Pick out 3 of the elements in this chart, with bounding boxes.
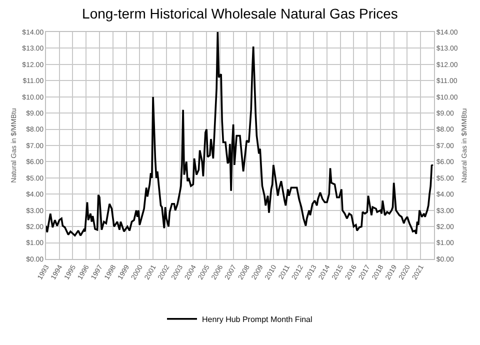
legend-label: Henry Hub Prompt Month Final <box>202 315 312 324</box>
chart-title: Long-term Historical Wholesale Natural Gas Prices <box>82 5 398 22</box>
line-series <box>46 32 434 236</box>
